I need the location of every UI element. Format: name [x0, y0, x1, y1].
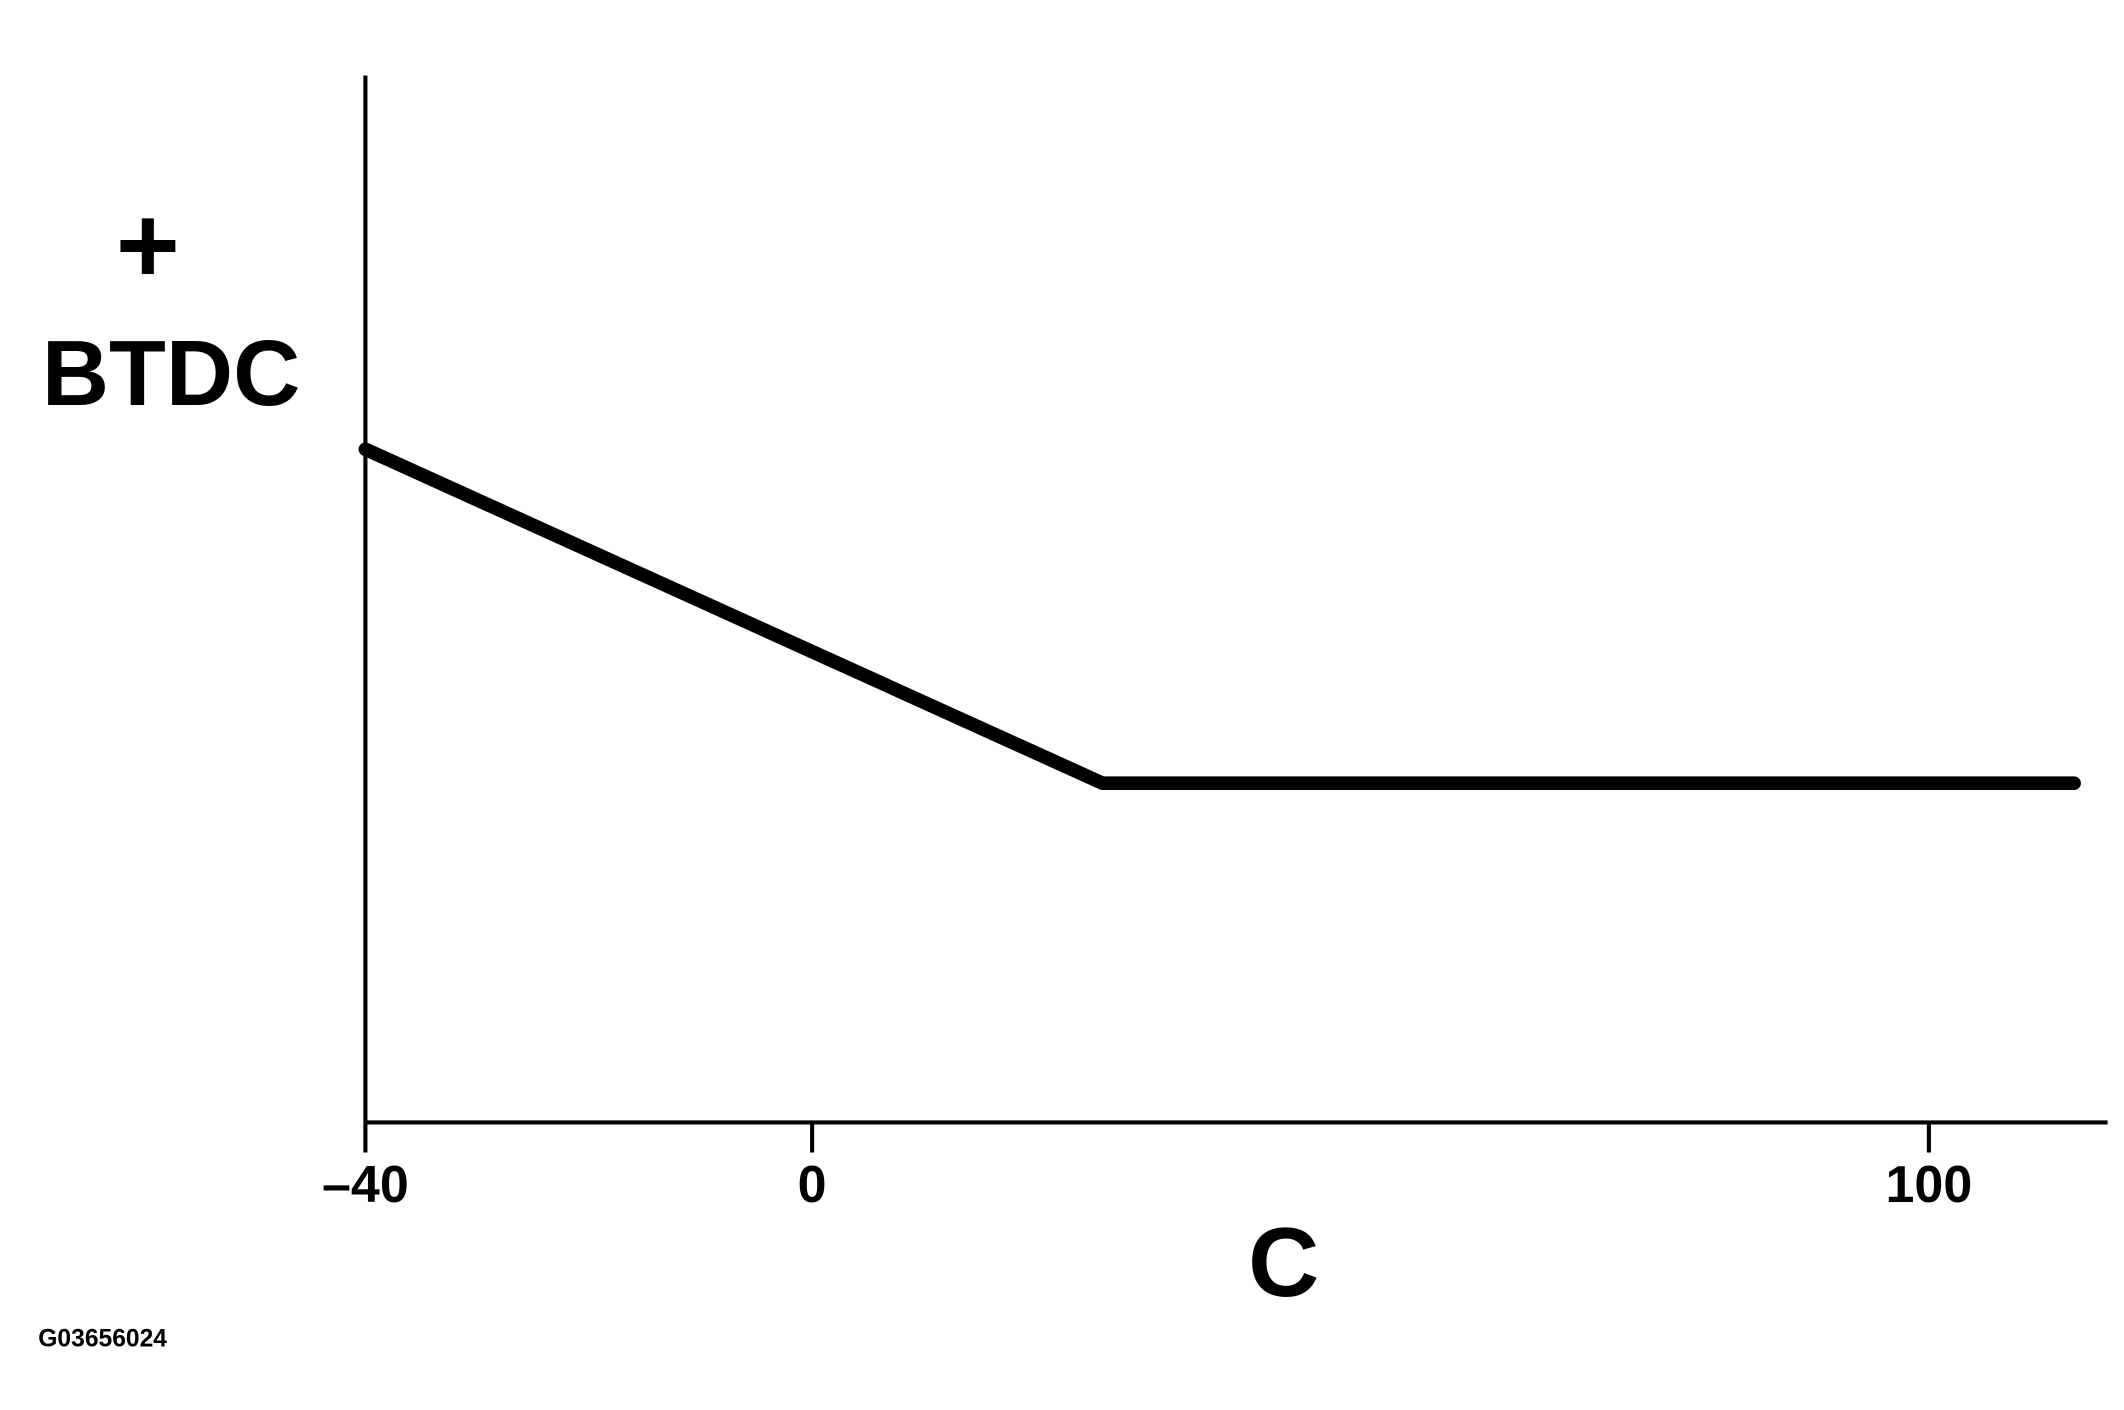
y-axis-label: BTDC — [42, 321, 300, 425]
x-axis-label: C — [1248, 1207, 1319, 1317]
x-tick-label: 100 — [1886, 1156, 1973, 1214]
x-tick-label: 0 — [798, 1156, 827, 1214]
data-line — [358, 442, 2081, 791]
y-axis-sign: + — [116, 184, 180, 306]
figure-id: G03656024 — [38, 1326, 167, 1353]
x-tick-label: –40 — [322, 1156, 409, 1214]
